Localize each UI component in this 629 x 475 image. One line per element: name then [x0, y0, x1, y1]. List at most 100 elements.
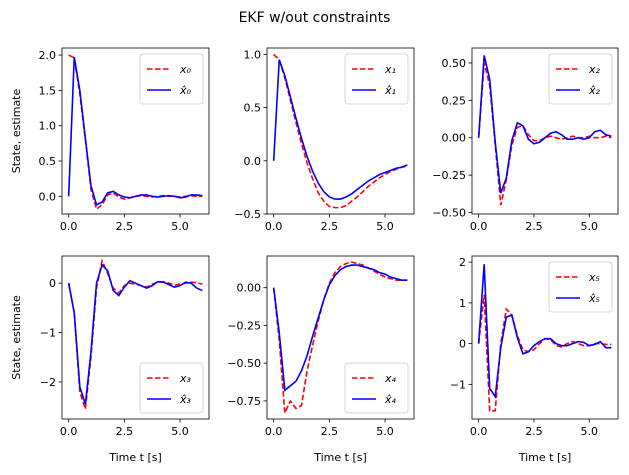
legend-box: [548, 53, 613, 105]
subplot-5: −1 0 1 2 0.0 2.5 5.0 x₅ x̂₅: [450, 255, 619, 438]
x-tick-label: 0.0: [265, 220, 283, 233]
y-tick-label: 0.00: [442, 132, 467, 145]
legend-box: [344, 53, 409, 105]
x-tick-label: 5.0: [171, 220, 189, 233]
legend-estimate-label: x̂₃: [179, 393, 192, 406]
legend-estimate-label: x̂₀: [179, 84, 192, 97]
subplot-3: −2 −1 0 0.0 2.5 5.0 x₃ x̂₃: [40, 255, 210, 438]
axes-frame: [471, 47, 619, 215]
y-tick-label: 0.0: [244, 155, 262, 168]
y-tick-label: 1.0: [244, 48, 262, 61]
y-tick-label: 0: [459, 338, 466, 351]
legend-state-label: x₅: [588, 271, 600, 284]
x-tick-label: 2.5: [525, 220, 543, 233]
legend-box: [139, 362, 204, 414]
legend-estimate-label: x̂₁: [384, 84, 396, 97]
y-tick-label: −0.25: [432, 169, 466, 182]
y-tick-label: −2: [40, 376, 56, 389]
subplot-0: 0.0 0.5 1.0 1.5 2.0 0.0 2.5 5.0 x₀ x̂₀: [39, 47, 210, 233]
y-tick-label: 0.5: [244, 102, 262, 115]
legend-box: [344, 362, 409, 414]
x-tick-label: 5.0: [376, 220, 394, 233]
legend: x₅ x̂₅: [548, 261, 613, 313]
y-axis-label: State, estimate: [10, 295, 23, 380]
y-tick-label: 0.5: [39, 155, 57, 168]
estimate-line: [272, 264, 408, 392]
y-tick-label: −0.25: [227, 319, 261, 332]
axes-frame: [471, 255, 619, 420]
x-tick-label: 5.0: [376, 425, 394, 438]
x-tick-label: 2.5: [525, 425, 543, 438]
legend-state-label: x₁: [384, 63, 396, 76]
y-tick-label: −1: [40, 327, 56, 340]
y-tick-label: 2: [459, 256, 466, 269]
series-group: [272, 261, 408, 417]
legend-state-label: x₃: [179, 372, 192, 385]
x-tick-label: 5.0: [580, 425, 598, 438]
y-tick-label: 1.0: [39, 120, 57, 133]
legend: x₁ x̂₁: [344, 53, 409, 105]
x-tick-label: 0.0: [60, 425, 78, 438]
x-tick-label: 2.5: [321, 220, 339, 233]
legend-box: [139, 53, 204, 105]
axes-frame: [61, 47, 210, 215]
legend-box: [548, 261, 613, 313]
estimate-line: [477, 55, 612, 194]
y-tick-label: 0.25: [442, 94, 467, 107]
series-group: [67, 54, 203, 211]
y-tick-label: 1: [459, 297, 466, 310]
x-tick-label: 0.0: [60, 220, 78, 233]
subplot-2: −0.50 −0.25 0.00 0.25 0.50 0.0 2.5 5.0 x₂ x̂₂: [432, 47, 619, 233]
legend-estimate-label: x̂₄: [384, 393, 397, 406]
series-group: [67, 258, 203, 410]
figure-title: EKF w/out constraints: [239, 10, 391, 26]
subplot-4: −0.75 −0.50 −0.25 0.00 0.0 2.5 5.0 x₄ x̂₄: [227, 255, 415, 438]
y-tick-label: −0.75: [227, 395, 261, 408]
legend-state-label: x₂: [588, 63, 601, 76]
estimate-line: [477, 264, 612, 399]
x-axis-label: Time t [s]: [518, 451, 572, 464]
subplot-1: −0.5 0.0 0.5 1.0 0.0 2.5 5.0 x₁ x̂₁: [234, 47, 415, 233]
x-axis-label: Time t [s]: [313, 451, 367, 464]
x-tick-label: 2.5: [321, 425, 339, 438]
y-tick-label: 2.0: [39, 49, 57, 62]
legend: x₃ x̂₃: [139, 362, 204, 414]
axes-frame: [61, 255, 210, 420]
x-tick-label: 2.5: [116, 220, 134, 233]
axes-frame: [266, 255, 415, 420]
y-tick-label: −1: [450, 378, 466, 391]
x-tick-label: 5.0: [580, 220, 598, 233]
y-tick-label: 0.0: [39, 190, 57, 203]
axes-frame: [266, 47, 415, 215]
estimate-line: [272, 59, 408, 200]
subplot-grid: 0.0 0.5 1.0 1.5 2.0 0.0 2.5 5.0 x₀ x̂₀ −0.5 0.0 0.5 1…: [10, 47, 619, 464]
y-tick-label: −0.50: [227, 357, 261, 370]
legend-state-label: x₄: [384, 372, 397, 385]
y-tick-label: 0.00: [237, 282, 262, 295]
x-axis-label: Time t [s]: [108, 451, 162, 464]
legend-estimate-label: x̂₂: [588, 84, 601, 97]
y-tick-label: 0.50: [442, 57, 467, 70]
y-tick-label: −0.5: [234, 208, 261, 221]
state-line: [272, 261, 408, 417]
x-tick-label: 5.0: [171, 425, 189, 438]
x-tick-label: 0.0: [265, 425, 283, 438]
x-tick-label: 0.0: [470, 220, 488, 233]
legend: x₄ x̂₄: [344, 362, 409, 414]
estimate-line: [67, 263, 203, 405]
x-tick-label: 0.0: [470, 425, 488, 438]
series-group: [477, 55, 612, 206]
legend-estimate-label: x̂₅: [588, 292, 600, 305]
state-line: [477, 62, 612, 206]
state-line: [273, 53, 408, 209]
y-tick-label: −0.50: [432, 207, 466, 220]
series-group: [477, 264, 612, 412]
y-axis-label: State, estimate: [10, 89, 23, 174]
series-group: [272, 53, 408, 209]
legend: x₂ x̂₂: [548, 53, 613, 105]
legend-state-label: x₀: [179, 63, 192, 76]
y-tick-label: 1.5: [39, 84, 57, 97]
x-tick-label: 2.5: [116, 425, 134, 438]
estimate-line: [67, 57, 203, 206]
